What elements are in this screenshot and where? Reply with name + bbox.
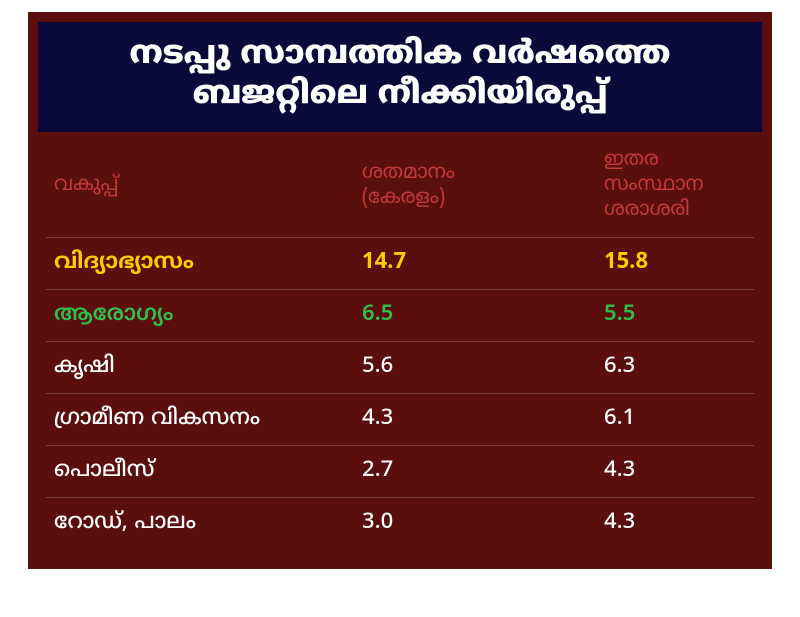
- title-line-2: ബജറ്റിലെ നീക്കിയിരുപ്പ്: [46, 76, 754, 116]
- cell-kerala: 14.7: [334, 250, 534, 277]
- cell-other: 5.5: [534, 302, 746, 329]
- cell-other: 6.1: [534, 406, 746, 433]
- table-row: വിദ്യാഭ്യാസം 14.7 15.8: [46, 238, 754, 290]
- cell-kerala: 4.3: [334, 406, 534, 433]
- cell-department: റോഡ്, പാലം: [54, 510, 334, 537]
- cell-department: വിദ്യാഭ്യാസം: [54, 250, 334, 277]
- budget-table: വകുപ്പ് ശതമാനം (കേരളം) ഇതര സംസ്ഥാന ശരാശര…: [38, 132, 762, 559]
- cell-other: 4.3: [534, 458, 746, 485]
- cell-department: പൊലീസ്: [54, 458, 334, 485]
- col-head-other-states: ഇതര സംസ്ഥാന ശരാശരി: [534, 148, 746, 223]
- cell-other: 6.3: [534, 354, 746, 381]
- column-header-row: വകുപ്പ് ശതമാനം (കേരളം) ഇതര സംസ്ഥാന ശരാശര…: [46, 138, 754, 238]
- cell-kerala: 2.7: [334, 458, 534, 485]
- table-row: ആരോഗ്യം 6.5 5.5: [46, 290, 754, 342]
- col-head-department: വകുപ്പ്: [54, 173, 334, 198]
- cell-department: ഗ്രാമീണ വികസനം: [54, 406, 334, 433]
- cell-kerala: 3.0: [334, 510, 534, 537]
- table-row: പൊലീസ് 2.7 4.3: [46, 446, 754, 498]
- title-block: നടപ്പു സാമ്പത്തിക വർഷത്തെ ബജറ്റിലെ നീക്ക…: [38, 22, 762, 132]
- cell-other: 15.8: [534, 250, 746, 277]
- cell-other: 4.3: [534, 510, 746, 537]
- col-head-kerala: ശതമാനം (കേരളം): [334, 161, 534, 211]
- cell-department: ആരോഗ്യം: [54, 302, 334, 329]
- table-row: റോഡ്, പാലം 3.0 4.3: [46, 498, 754, 549]
- table-row: കൃഷി 5.6 6.3: [46, 342, 754, 394]
- cell-kerala: 6.5: [334, 302, 534, 329]
- infographic-frame: നടപ്പു സാമ്പത്തിക വർഷത്തെ ബജറ്റിലെ നീക്ക…: [28, 12, 772, 569]
- cell-department: കൃഷി: [54, 354, 334, 381]
- cell-kerala: 5.6: [334, 354, 534, 381]
- title-line-1: നടപ്പു സാമ്പത്തിക വർഷത്തെ: [46, 36, 754, 76]
- table-row: ഗ്രാമീണ വികസനം 4.3 6.1: [46, 394, 754, 446]
